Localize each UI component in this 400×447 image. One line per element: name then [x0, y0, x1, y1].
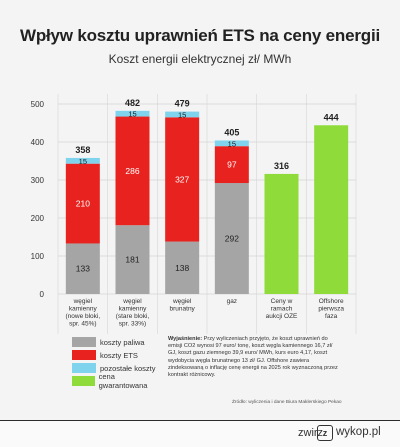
y-tick-label: 400 — [31, 138, 45, 147]
y-tick-label: 500 — [31, 100, 45, 109]
legend-item: cena gwarantowana — [72, 372, 162, 390]
segment-value-label: 181 — [125, 255, 139, 265]
note-heading: Wyjaśnienie: — [168, 336, 203, 342]
bar-total-label: 444 — [324, 112, 339, 122]
legend-label: koszty paliwa — [100, 337, 145, 347]
infographic-card: Wpływ kosztu uprawnień ETS na ceny energ… — [0, 0, 400, 420]
legend-swatch — [72, 337, 96, 347]
bar-segment — [65, 157, 100, 164]
segment-value-label: 138 — [175, 263, 189, 273]
x-category-label: kamienny — [119, 306, 148, 313]
x-category-label: Ceny w — [271, 298, 293, 305]
source-text: Źródło: wyliczenia i dane Biura Maklersk… — [232, 400, 342, 405]
x-category-label: pierwsza — [318, 306, 344, 313]
y-tick-label: 200 — [31, 214, 45, 223]
x-category-label: Offshore — [319, 298, 344, 305]
bar-segment — [115, 225, 150, 294]
note-text: Przy wyliczeniach przyjęto, że koszt upr… — [168, 336, 338, 379]
chart-title: Wpływ kosztu uprawnień ETS na ceny energ… — [19, 26, 380, 45]
legend-label: koszty ETS — [100, 350, 138, 360]
x-category-label: (stare bloki, — [116, 313, 150, 320]
bar-total-label: 482 — [125, 98, 140, 108]
legend-swatch — [72, 350, 96, 360]
legend-item: pozostałe koszty — [72, 362, 162, 374]
y-tick-label: 100 — [31, 252, 45, 261]
bar-segment — [65, 163, 100, 244]
legend-item: koszty ETS — [72, 349, 162, 361]
x-category-label: faza — [325, 313, 338, 320]
legend-label: pozostałe koszty — [100, 363, 156, 373]
legend-swatch — [72, 363, 96, 373]
segment-value-label: 15 — [79, 157, 87, 166]
y-tick-label: 0 — [40, 290, 45, 299]
legend-item: koszty paliwa — [72, 336, 162, 348]
bar-total-label: 405 — [224, 127, 239, 137]
segment-value-label: 15 — [228, 139, 236, 148]
segment-value-label: 292 — [225, 234, 239, 244]
x-category-label: aukcji OZE — [266, 313, 298, 320]
segment-value-label: 327 — [175, 174, 189, 184]
legend-swatch — [72, 376, 95, 386]
bar-segment — [115, 110, 150, 117]
stacked-bar-chart: 010020030040050013321015358węgielkamienn… — [31, 94, 357, 334]
wykop-logo-icon[interactable]: z — [317, 425, 333, 441]
bar-total-label: 316 — [274, 161, 289, 171]
bar-segment — [165, 117, 200, 242]
bar-segment — [214, 146, 249, 184]
x-category-label: spr. 45%) — [69, 321, 96, 328]
bar-segment — [264, 173, 299, 294]
chart-subtitle: Koszt energii elektrycznej zł/ MWh — [108, 52, 292, 66]
x-category-label: węgiel — [73, 298, 93, 305]
footer-username[interactable]: zwirz — [298, 427, 324, 439]
x-category-label: ramach — [271, 306, 293, 313]
explanation-note: Wyjaśnienie: Przy wyliczeniach przyjęto,… — [168, 336, 340, 379]
bar-segment — [165, 241, 200, 294]
segment-value-label: 15 — [128, 110, 136, 119]
bar-segment — [214, 183, 249, 294]
chart-legend: koszty paliwa koszty ETS pozostałe koszty c… — [72, 336, 162, 390]
x-category-label: węgiel — [172, 298, 192, 305]
x-category-label: (nowe bloki, — [65, 313, 100, 320]
bar-total-label: 358 — [75, 145, 90, 155]
legend-label: cena gwarantowana — [98, 372, 148, 390]
segment-value-label: 97 — [227, 160, 237, 170]
x-category-label: gaz — [227, 298, 237, 305]
bar-total-label: 479 — [175, 99, 190, 109]
bar-segment — [214, 140, 249, 147]
bar-segment — [314, 125, 349, 294]
footer-site-name[interactable]: wykop.pl — [336, 426, 381, 438]
segment-value-label: 133 — [76, 264, 90, 274]
bar-segment — [65, 243, 100, 294]
x-category-label: węgiel — [122, 298, 142, 305]
y-tick-label: 300 — [31, 176, 45, 185]
bar-segment — [165, 111, 200, 118]
bar-segment — [115, 116, 150, 226]
segment-value-label: 15 — [178, 110, 186, 119]
segment-value-label: 286 — [125, 166, 139, 176]
footer-bar: zwirz z wykop.pl — [0, 420, 400, 447]
segment-value-label: 210 — [76, 199, 90, 209]
x-category-label: spr. 33%) — [119, 321, 146, 328]
x-category-label: brunatny — [170, 306, 196, 313]
x-category-label: kamienny — [69, 306, 98, 313]
